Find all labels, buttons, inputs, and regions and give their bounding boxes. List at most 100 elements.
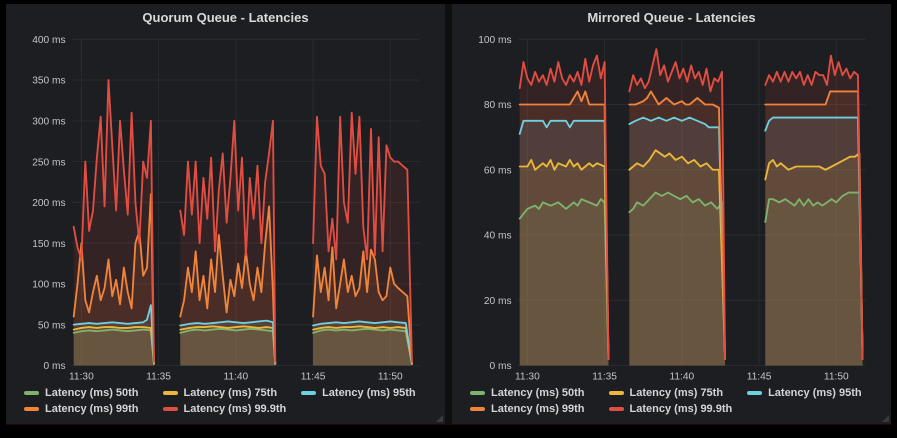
series-area	[180, 120, 276, 366]
series-area	[629, 150, 726, 366]
series-line	[764, 90, 864, 360]
y-tick-label: 150 ms	[32, 239, 65, 250]
series-line	[764, 116, 864, 360]
x-tick-label: 11:30	[69, 371, 94, 382]
y-tick-label: 250 ms	[32, 157, 65, 168]
panel-resize-handle-icon[interactable]	[436, 415, 443, 422]
series-area	[765, 91, 863, 366]
y-tick-label: 50 ms	[38, 320, 66, 331]
y-tick-label: 200 ms	[32, 198, 65, 209]
series-area	[519, 120, 609, 366]
legend-item[interactable]: Latency (ms) 50th	[24, 387, 139, 399]
series-area	[765, 192, 863, 366]
x-tick-label: 11:45	[301, 371, 326, 382]
series-line	[72, 304, 155, 365]
series-area	[73, 305, 154, 366]
series-line	[72, 326, 155, 365]
series-area	[313, 247, 412, 366]
bottom-strip	[6, 424, 891, 438]
series-area	[180, 326, 276, 366]
series-area	[313, 328, 412, 366]
series-line	[518, 119, 610, 360]
y-tick-label: 80 ms	[484, 100, 512, 111]
legend-item[interactable]: Latency (ms) 99th	[470, 403, 585, 415]
mirrored-latency-chart[interactable]: 0 ms 20 ms 40 ms 60 ms 80 ms 100 ms 11:30 11:35…	[454, 30, 889, 384]
series-area	[313, 321, 412, 366]
legend-label: Latency (ms) 95th	[322, 387, 416, 399]
series-line	[312, 111, 413, 363]
legend-item[interactable]: Latency (ms) 99.9th	[608, 403, 733, 415]
legend-swatch-icon	[747, 391, 763, 395]
legend-mirrored: Latency (ms) 50th Latency (ms) 75th Latenc…	[454, 384, 889, 422]
series-line	[628, 90, 726, 360]
series-line	[72, 328, 155, 365]
legend-swatch-icon	[470, 391, 485, 395]
series-line	[312, 246, 413, 364]
series-line	[628, 191, 726, 360]
quorum-latency-chart[interactable]: 0 ms 50 ms 100 ms 150 ms 200 ms 250 ms 300 ms 3…	[8, 30, 443, 384]
chart-area-mirrored: 0 ms 20 ms 40 ms 60 ms 80 ms 100 ms 11:30 11:35…	[454, 30, 889, 384]
legend-item[interactable]: Latency (ms) 50th	[470, 387, 585, 399]
y-tick-label: 40 ms	[484, 231, 512, 242]
legend-item[interactable]: Latency (ms) 99.9th	[162, 403, 286, 415]
y-tick-label: 400 ms	[32, 35, 65, 46]
series-area	[519, 91, 609, 366]
series-line	[179, 319, 277, 365]
y-tick-label: 60 ms	[484, 165, 512, 176]
legend-label: Latency (ms) 50th	[491, 387, 585, 399]
series-line	[518, 90, 610, 360]
panel-quorum-queue: Quorum Queue - Latencies 0 ms 50 ms 100 ms…	[6, 4, 445, 424]
x-tick-label: 11:35	[146, 371, 171, 382]
legend-item[interactable]: Latency (ms) 75th	[162, 387, 278, 399]
series-line	[179, 205, 277, 364]
y-tick-label: 100 ms	[32, 280, 65, 291]
legend-label: Latency (ms) 99th	[45, 403, 139, 415]
legend-label: Latency (ms) 50th	[45, 387, 139, 399]
legend-swatch-icon	[608, 407, 624, 411]
series-line	[518, 54, 610, 360]
series-area	[519, 159, 609, 366]
legend-label: Latency (ms) 95th	[768, 387, 862, 399]
legend-label: Latency (ms) 99th	[491, 403, 585, 415]
series-area	[73, 327, 154, 366]
panel-mirrored-queue: Mirrored Queue - Latencies 0 ms 20 ms 40 m…	[452, 4, 891, 424]
legend-swatch-icon	[301, 391, 317, 395]
legend-swatch-icon	[470, 407, 485, 411]
y-tick-label: 20 ms	[484, 296, 512, 307]
legend-swatch-icon	[162, 391, 178, 395]
legend-item[interactable]: Latency (ms) 95th	[301, 387, 416, 399]
x-tick-label: 11:50	[824, 371, 849, 382]
legend-quorum: Latency (ms) 50th Latency (ms) 75th Latenc…	[8, 384, 443, 422]
series-area	[180, 206, 276, 366]
series-area	[629, 117, 726, 366]
legend-item[interactable]: Latency (ms) 99th	[24, 403, 139, 415]
series-line	[312, 320, 413, 365]
legend-label: Latency (ms) 99.9th	[629, 403, 733, 415]
series-area	[180, 328, 276, 366]
panel-title-quorum[interactable]: Quorum Queue - Latencies	[142, 10, 309, 25]
series-line	[764, 54, 864, 360]
x-tick-label: 11:45	[747, 371, 772, 382]
series-area	[629, 49, 726, 366]
legend-label: Latency (ms) 75th	[183, 387, 278, 399]
panel-resize-handle-icon[interactable]	[882, 415, 889, 422]
series-line	[179, 325, 277, 365]
chart-area-quorum: 0 ms 50 ms 100 ms 150 ms 200 ms 250 ms 300 ms 3…	[8, 30, 443, 384]
legend-label: Latency (ms) 75th	[629, 387, 724, 399]
series-line	[179, 119, 277, 363]
dashboard: Quorum Queue - Latencies 0 ms 50 ms 100 ms…	[6, 4, 891, 424]
y-tick-label: 300 ms	[32, 117, 65, 128]
series-area	[73, 80, 154, 366]
y-tick-label: 350 ms	[32, 76, 65, 87]
x-tick-label: 11:40	[669, 371, 694, 382]
legend-item[interactable]: Latency (ms) 95th	[747, 387, 862, 399]
series-area	[629, 192, 726, 366]
x-tick-label: 11:40	[223, 371, 248, 382]
series-line	[72, 79, 155, 363]
series-area	[73, 329, 154, 366]
panel-title-mirrored[interactable]: Mirrored Queue - Latencies	[587, 10, 756, 25]
series-line	[312, 325, 413, 365]
legend-item[interactable]: Latency (ms) 75th	[608, 387, 724, 399]
series-line	[518, 158, 610, 360]
x-tick-label: 11:30	[515, 371, 540, 382]
